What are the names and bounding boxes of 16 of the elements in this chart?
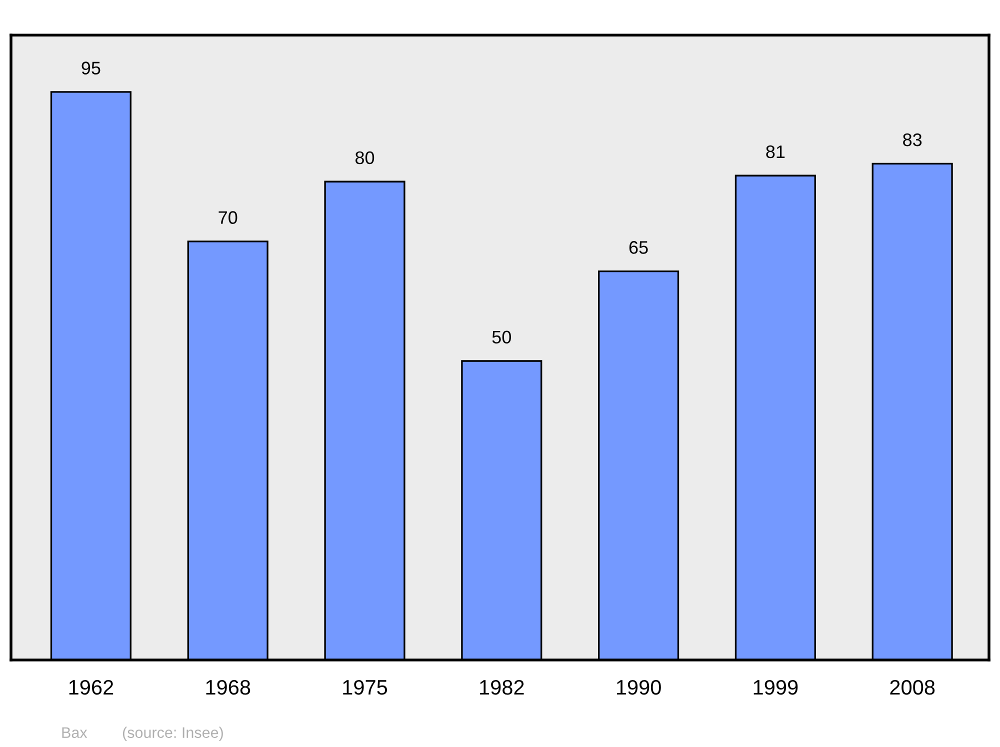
data-label: 70: [218, 211, 238, 224]
text: Bax: [62, 727, 88, 738]
x-tick-label: 1990: [616, 680, 661, 695]
x-tick-label: 1975: [343, 680, 388, 695]
data-label: 81: [766, 145, 785, 158]
x-tick-label: 1999: [754, 680, 798, 695]
data-label: 80: [355, 151, 374, 164]
x-tick-label: 1968: [206, 680, 250, 695]
x-tick-label: 1982: [480, 680, 524, 695]
data-label: 50: [492, 330, 511, 344]
data-label: 83: [903, 133, 922, 146]
x-tick-label: 2008: [890, 680, 935, 695]
text: (source: Insee): [122, 726, 223, 742]
data-label: 65: [629, 241, 648, 254]
x-tick-label: 1962: [69, 680, 114, 695]
data-label: 95: [82, 62, 100, 74]
